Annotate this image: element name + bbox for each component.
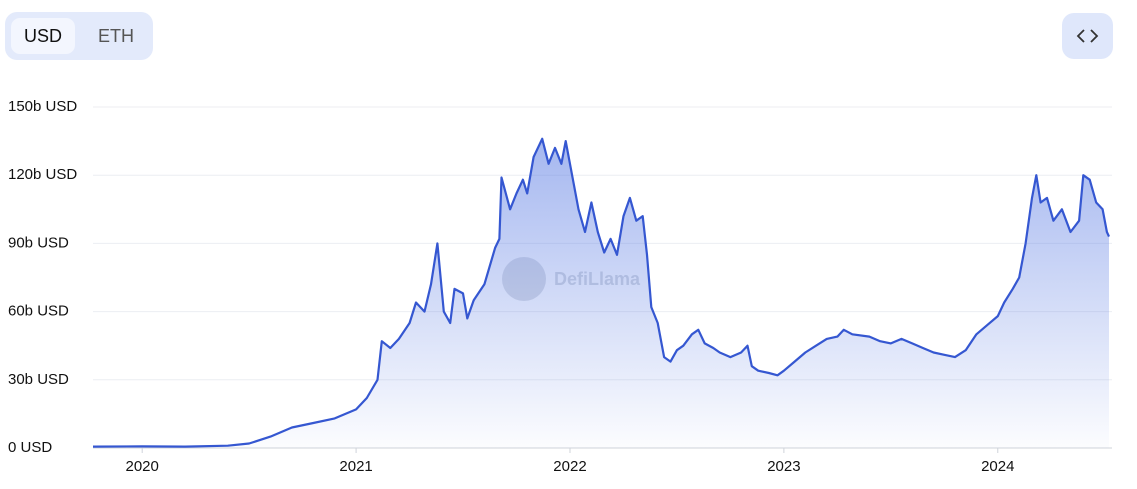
embed-icon [1076, 29, 1099, 43]
y-tick-label: 90b USD [8, 234, 69, 251]
y-tick-label: 60b USD [8, 303, 69, 320]
currency-toggle: USD ETH [5, 12, 153, 60]
chevron-left [1076, 29, 1085, 43]
watermark: DefiLlama [502, 257, 641, 301]
y-tick-label: 150b USD [8, 98, 77, 115]
area-fill [93, 138, 1109, 449]
x-tick-label: 2024 [981, 458, 1014, 475]
x-tick-label: 2020 [126, 458, 159, 475]
eth-option[interactable]: ETH [98, 26, 134, 46]
line [92, 137, 1111, 448]
watermark-text: DefiLlama [554, 269, 641, 289]
embed-button[interactable] [1062, 13, 1113, 59]
x-tick-label: 2022 [553, 458, 586, 475]
x-tick-label: 2021 [339, 458, 372, 475]
watermark-logo [502, 257, 546, 301]
y-tick-label: 0 USD [8, 439, 52, 456]
chevron-right [1090, 29, 1099, 43]
usd-option[interactable]: USD [11, 18, 75, 54]
x-tick-label: 2023 [767, 458, 800, 475]
y-tick-label: 120b USD [8, 166, 77, 183]
y-tick-label: 30b USD [8, 371, 69, 388]
